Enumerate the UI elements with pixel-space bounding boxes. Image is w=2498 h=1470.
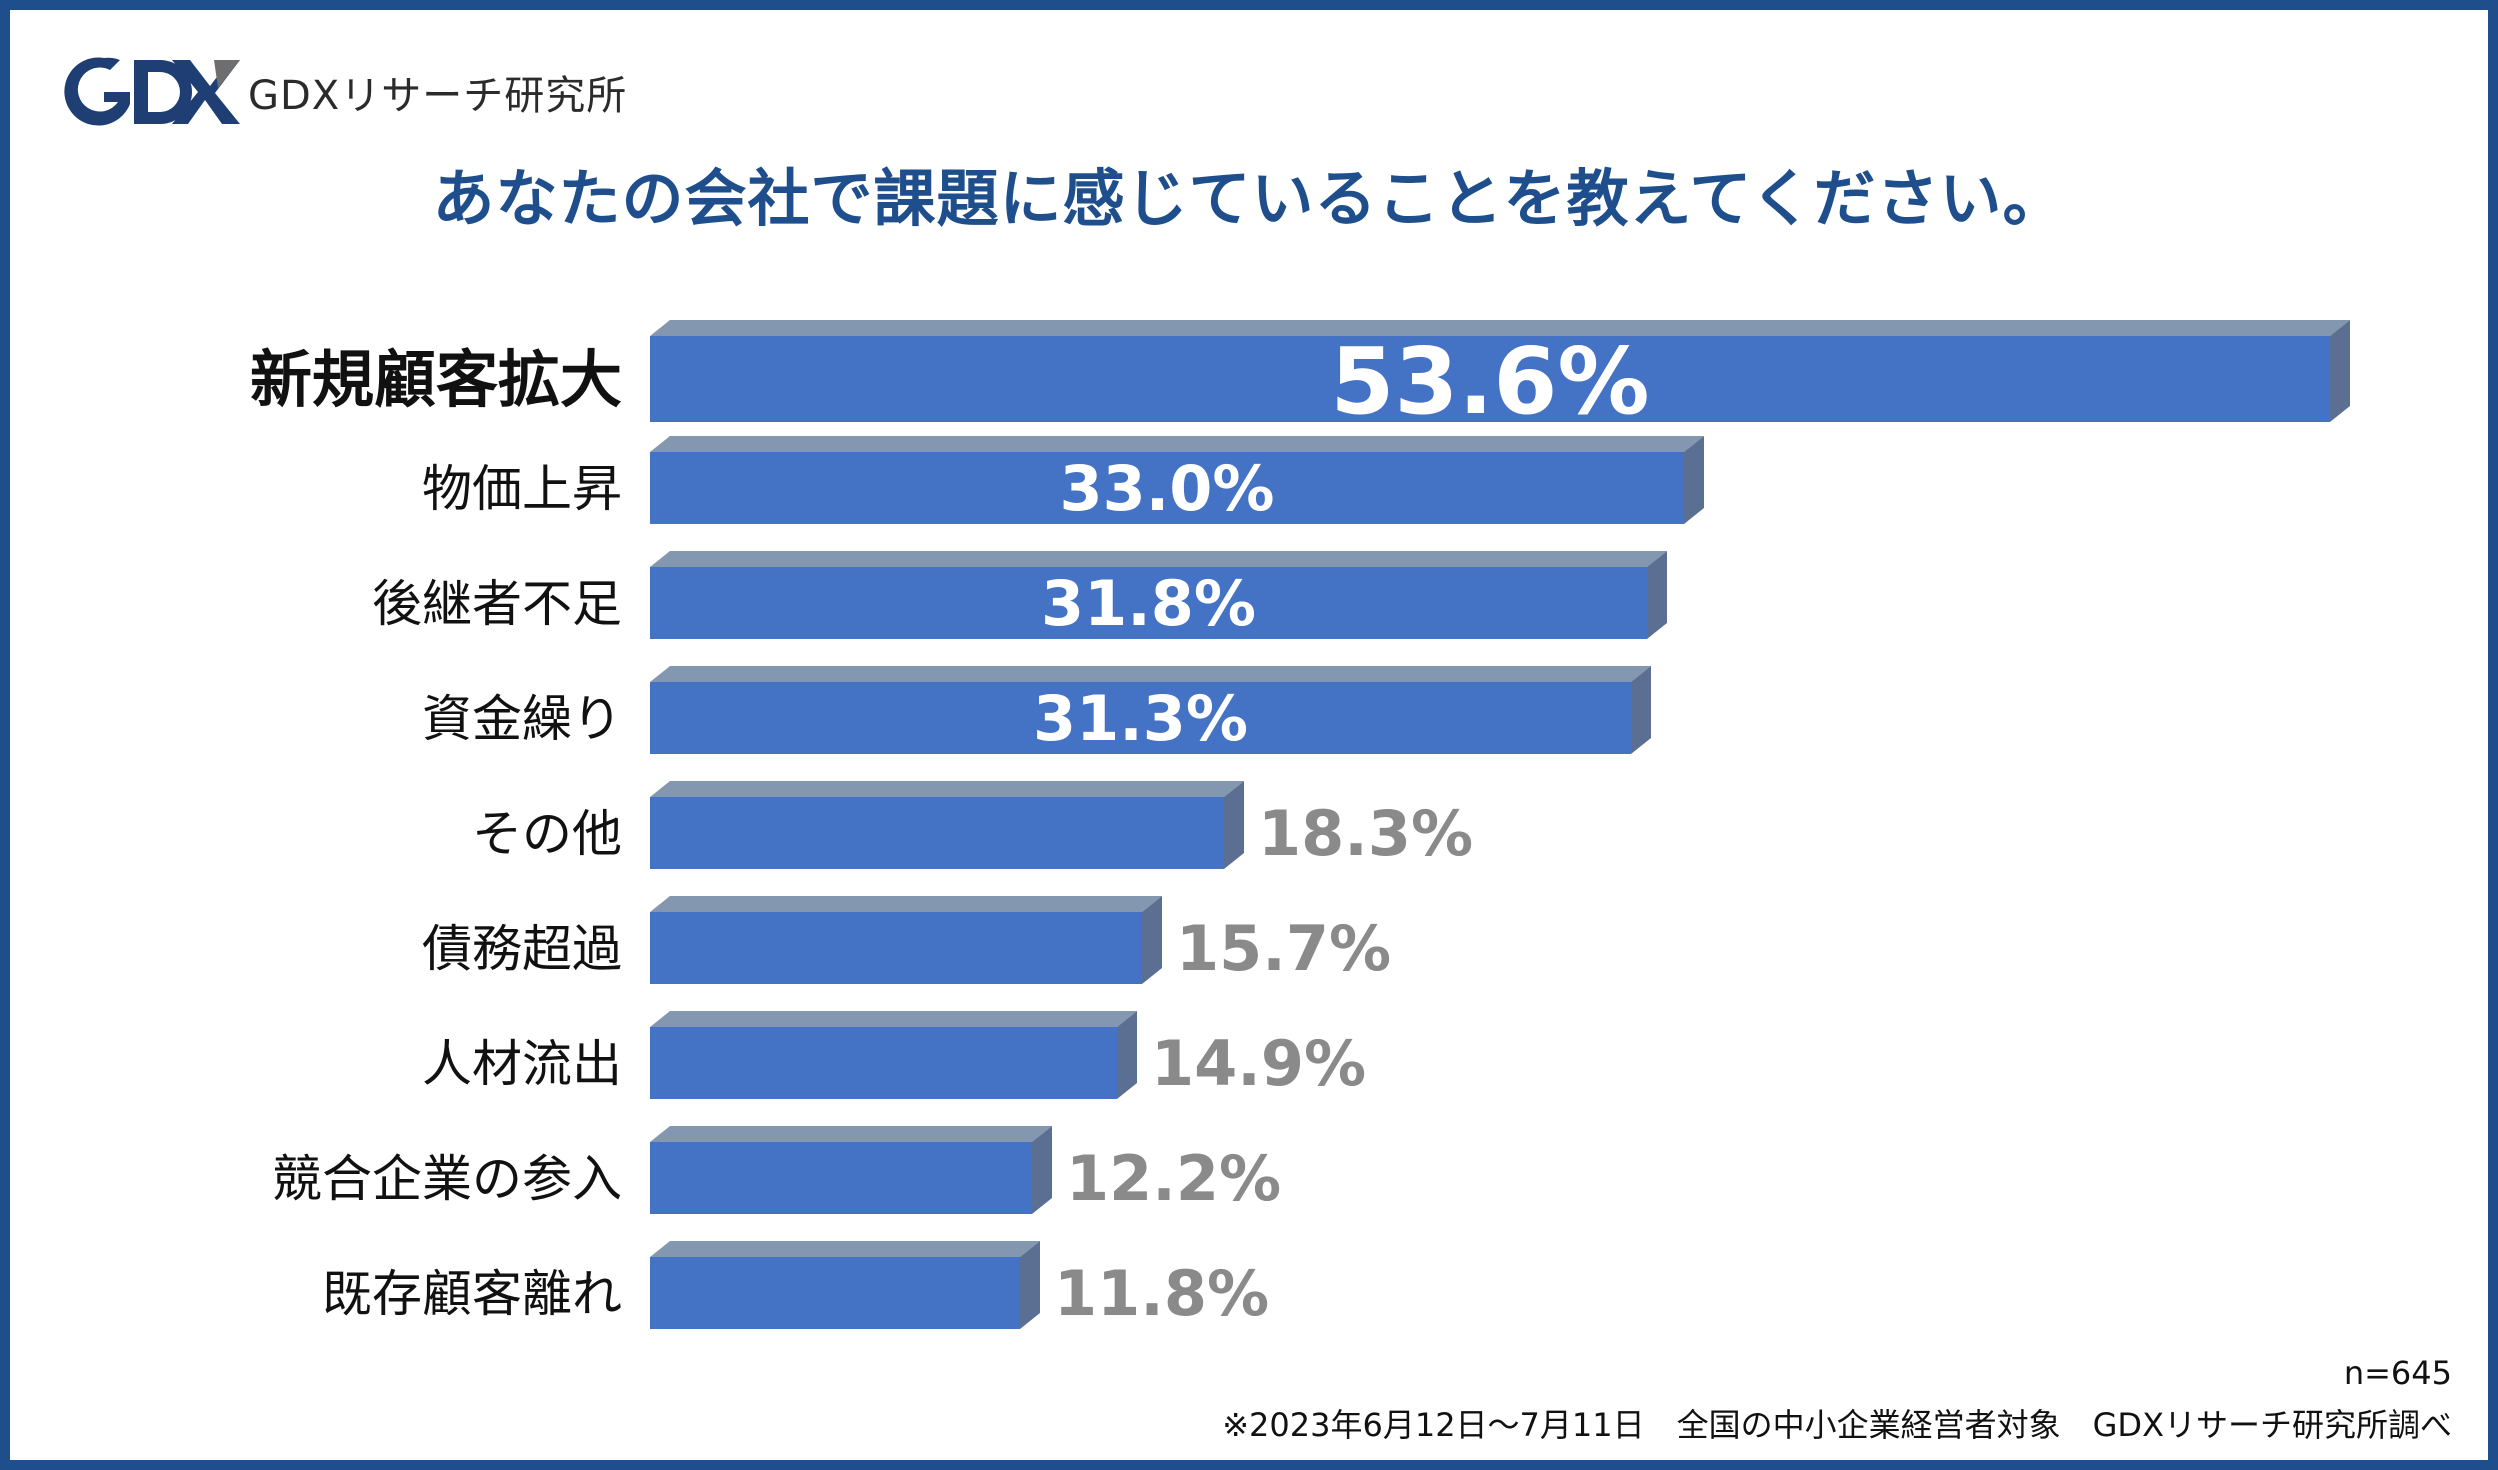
brand-logo: GDXリサーチ研究所 <box>64 52 627 132</box>
value-label: 18.3% <box>1258 797 1473 870</box>
category-label: 新規顧客拡大 <box>250 343 622 416</box>
value-label: 33.0% <box>1059 452 1274 525</box>
bar-chart: 新規顧客拡大 53.6% 物価上昇 33.0% 後継者不足 31.8% 資金繰り 31.3% そ… <box>250 320 2350 1330</box>
bar-top-face <box>650 1126 1052 1142</box>
bar-6 <box>650 912 1142 984</box>
gdx-logo-icon <box>64 57 240 126</box>
bar-side-face <box>1032 1126 1052 1214</box>
bar-side-face <box>1142 896 1162 984</box>
slide: GDXリサーチ研究所 あなたの会社で課題に感じていることを教えてください。 新規… <box>10 10 2488 1460</box>
chart-title: あなたの会社で課題に感じていることを教えてください。 <box>432 162 2066 235</box>
category-label: 既存顧客離れ <box>322 1265 622 1323</box>
bar-8 <box>650 1142 1032 1214</box>
bar-4 <box>650 682 1631 754</box>
bar-top-face <box>650 551 1667 567</box>
bar-side-face <box>1684 436 1704 524</box>
category-label: 競合企業の参入 <box>272 1150 622 1208</box>
survey-note: ※2023年6月12日～7月11日 全国の中小企業経営者対象 GDXリサーチ研究… <box>1222 1406 2452 1444</box>
bar-top-face <box>650 781 1244 797</box>
category-label: 物価上昇 <box>422 460 622 518</box>
bar-top-face <box>650 320 2350 336</box>
bar-top-face <box>650 666 1651 682</box>
category-label: 債務超過 <box>422 920 622 978</box>
bar-side-face <box>1224 781 1244 869</box>
bar-side-face <box>2330 320 2350 422</box>
value-label: 11.8% <box>1054 1257 1269 1330</box>
bar-5 <box>650 797 1224 869</box>
bar-2 <box>650 452 1684 524</box>
value-label: 31.3% <box>1033 682 1248 755</box>
value-label: 15.7% <box>1176 912 1391 985</box>
bar-side-face <box>1117 1011 1137 1099</box>
category-label: 人材流出 <box>422 1035 622 1093</box>
bar-9 <box>650 1257 1020 1329</box>
bar-1 <box>650 336 2330 422</box>
category-label: 後継者不足 <box>372 575 622 633</box>
bar-side-face <box>1020 1241 1040 1329</box>
bar-3 <box>650 567 1647 639</box>
bar-7 <box>650 1027 1117 1099</box>
value-label: 31.8% <box>1041 567 1256 640</box>
bar-top-face <box>650 436 1704 452</box>
bar-side-face <box>1631 666 1651 754</box>
bar-top-face <box>650 1011 1137 1027</box>
bar-side-face <box>1647 551 1667 639</box>
category-label: 資金繰り <box>422 690 622 748</box>
bar-top-face <box>650 896 1162 912</box>
value-label: 14.9% <box>1151 1027 1366 1100</box>
brand-name: GDXリサーチ研究所 <box>248 73 628 119</box>
category-label: その他 <box>472 805 622 863</box>
bar-top-face <box>650 1241 1040 1257</box>
value-label: 53.6% <box>1330 328 1649 435</box>
sample-size: n=645 <box>2343 1354 2452 1392</box>
value-label: 12.2% <box>1066 1142 1281 1215</box>
